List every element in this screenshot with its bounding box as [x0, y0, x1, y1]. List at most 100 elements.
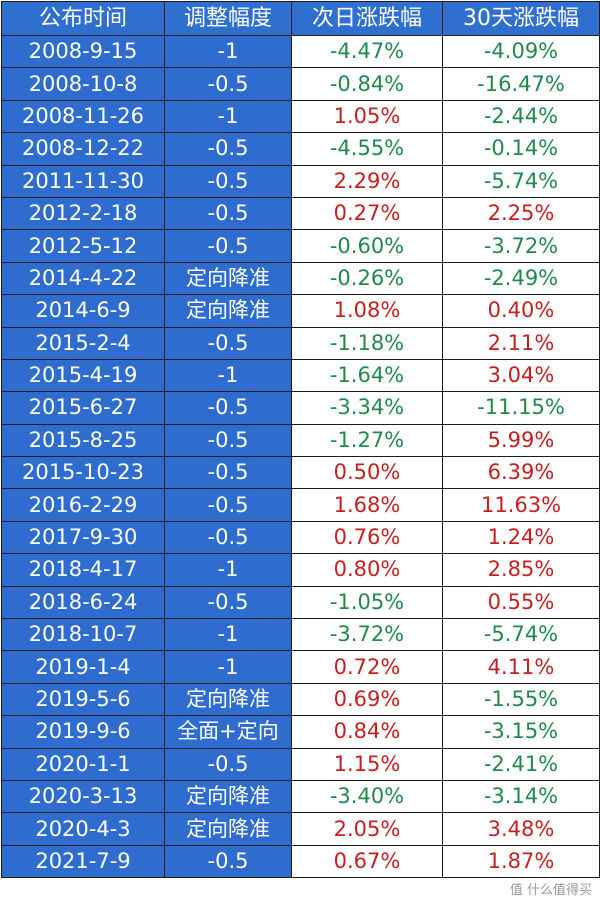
table-row: 2012-2-18 -0.5 0.27% 2.25% — [1, 196, 600, 231]
cell-next-day-change: 0.84% — [291, 715, 443, 749]
cell-announce-date: 2008-11-26 — [1, 99, 165, 134]
cell-announce-date: 2021-7-9 — [1, 844, 165, 879]
cell-next-day-change: -3.34% — [291, 391, 443, 425]
table-row: 2015-8-25 -0.5 -1.27% 5.99% — [1, 423, 600, 458]
cell-adjustment: -0.5 — [164, 391, 292, 425]
cell-adjustment: 定向降准 — [164, 682, 292, 717]
header-30day-change: 30天涨跌幅 — [442, 1, 600, 36]
cell-adjustment: -1 — [164, 358, 292, 393]
cell-announce-date: 2015-10-23 — [1, 456, 165, 490]
cell-announce-date: 2018-10-7 — [1, 618, 165, 652]
cell-next-day-change: 2.05% — [291, 812, 443, 846]
cell-30day-change: 1.24% — [442, 520, 600, 555]
cell-adjustment: -0.5 — [164, 132, 292, 166]
cell-adjustment: -0.5 — [164, 488, 292, 522]
cell-adjustment: -0.5 — [164, 67, 292, 101]
cell-30day-change: -2.49% — [442, 261, 600, 296]
rrr-cut-table: 公布时间 调整幅度 次日涨跌幅 30天涨跌幅 2008-9-15 -1 -4.47%… — [1, 1, 600, 879]
table-row: 2015-2-4 -0.5 -1.18% 2.11% — [1, 326, 600, 360]
cell-announce-date: 2018-6-24 — [1, 585, 165, 620]
cell-announce-date: 2015-2-4 — [1, 326, 165, 360]
cell-30day-change: 0.55% — [442, 585, 600, 620]
header-row: 公布时间 调整幅度 次日涨跌幅 30天涨跌幅 — [1, 1, 600, 36]
cell-30day-change: 0.40% — [442, 294, 600, 328]
cell-next-day-change: -3.72% — [291, 618, 443, 652]
cell-next-day-change: 1.68% — [291, 488, 443, 522]
cell-30day-change: -4.09% — [442, 34, 600, 69]
cell-announce-date: 2012-2-18 — [1, 196, 165, 231]
cell-next-day-change: -1.05% — [291, 585, 443, 620]
cell-30day-change: -3.15% — [442, 715, 600, 749]
cell-announce-date: 2015-6-27 — [1, 391, 165, 425]
header-next-day-change: 次日涨跌幅 — [291, 1, 443, 36]
table-row: 2008-12-22 -0.5 -4.55% -0.14% — [1, 132, 600, 166]
table-row: 2017-9-30 -0.5 0.76% 1.24% — [1, 520, 600, 555]
cell-30day-change: -1.55% — [442, 682, 600, 717]
table-row: 2019-1-4 -1 0.72% 4.11% — [1, 650, 600, 684]
cell-next-day-change: -1.18% — [291, 326, 443, 360]
cell-30day-change: 11.63% — [442, 488, 600, 522]
cell-adjustment: -0.5 — [164, 585, 292, 620]
cell-30day-change: -5.74% — [442, 618, 600, 652]
cell-30day-change: 4.11% — [442, 650, 600, 684]
cell-announce-date: 2011-11-30 — [1, 164, 165, 198]
cell-next-day-change: -4.55% — [291, 132, 443, 166]
table-row: 2020-4-3 定向降准 2.05% 3.48% — [1, 812, 600, 846]
cell-adjustment: -1 — [164, 650, 292, 684]
table-row: 2015-10-23 -0.5 0.50% 6.39% — [1, 456, 600, 490]
cell-announce-date: 2017-9-30 — [1, 520, 165, 555]
cell-next-day-change: 0.80% — [291, 553, 443, 587]
cell-next-day-change: 0.50% — [291, 456, 443, 490]
table-row: 2018-10-7 -1 -3.72% -5.74% — [1, 618, 600, 652]
cell-next-day-change: -0.60% — [291, 229, 443, 263]
cell-next-day-change: 0.27% — [291, 196, 443, 231]
cell-announce-date: 2008-9-15 — [1, 34, 165, 69]
cell-30day-change: -3.72% — [442, 229, 600, 263]
cell-announce-date: 2016-2-29 — [1, 488, 165, 522]
cell-announce-date: 2020-1-1 — [1, 747, 165, 781]
table-row: 2011-11-30 -0.5 2.29% -5.74% — [1, 164, 600, 198]
cell-adjustment: -1 — [164, 553, 292, 587]
cell-adjustment: -1 — [164, 34, 292, 69]
cell-30day-change: -2.41% — [442, 747, 600, 781]
cell-next-day-change: 2.29% — [291, 164, 443, 198]
watermark-logo: 值 什么值得买 — [509, 883, 592, 898]
cell-next-day-change: 0.76% — [291, 520, 443, 555]
cell-30day-change: 2.25% — [442, 196, 600, 231]
table-body: 2008-9-15 -1 -4.47% -4.09% 2008-10-8 -0.5 -0.8… — [1, 34, 600, 879]
cell-30day-change: -2.44% — [442, 99, 600, 134]
cell-announce-date: 2019-1-4 — [1, 650, 165, 684]
cell-adjustment: -0.5 — [164, 844, 292, 879]
cell-next-day-change: 1.15% — [291, 747, 443, 781]
cell-next-day-change: 1.05% — [291, 99, 443, 134]
table-row: 2021-7-9 -0.5 0.67% 1.87% — [1, 844, 600, 879]
cell-adjustment: -0.5 — [164, 164, 292, 198]
cell-announce-date: 2014-4-22 — [1, 261, 165, 296]
cell-announce-date: 2019-5-6 — [1, 682, 165, 717]
cell-next-day-change: 0.72% — [291, 650, 443, 684]
table-row: 2019-5-6 定向降准 0.69% -1.55% — [1, 682, 600, 717]
cell-30day-change: -16.47% — [442, 67, 600, 101]
cell-next-day-change: 1.08% — [291, 294, 443, 328]
cell-next-day-change: 0.69% — [291, 682, 443, 717]
table-row: 2008-10-8 -0.5 -0.84% -16.47% — [1, 67, 600, 101]
cell-adjustment: 定向降准 — [164, 779, 292, 814]
cell-adjustment: 定向降准 — [164, 812, 292, 846]
cell-announce-date: 2015-8-25 — [1, 423, 165, 458]
cell-adjustment: -1 — [164, 99, 292, 134]
cell-30day-change: -3.14% — [442, 779, 600, 814]
cell-announce-date: 2012-5-12 — [1, 229, 165, 263]
cell-adjustment: -0.5 — [164, 456, 292, 490]
table-row: 2008-9-15 -1 -4.47% -4.09% — [1, 34, 600, 69]
cell-announce-date: 2008-10-8 — [1, 67, 165, 101]
cell-announce-date: 2014-6-9 — [1, 294, 165, 328]
cell-next-day-change: -0.84% — [291, 67, 443, 101]
table-row: 2008-11-26 -1 1.05% -2.44% — [1, 99, 600, 134]
cell-30day-change: 2.11% — [442, 326, 600, 360]
cell-adjustment: -0.5 — [164, 229, 292, 263]
table-row: 2014-6-9 定向降准 1.08% 0.40% — [1, 294, 600, 328]
cell-30day-change: 3.04% — [442, 358, 600, 393]
cell-adjustment: -1 — [164, 618, 292, 652]
cell-next-day-change: -1.64% — [291, 358, 443, 393]
